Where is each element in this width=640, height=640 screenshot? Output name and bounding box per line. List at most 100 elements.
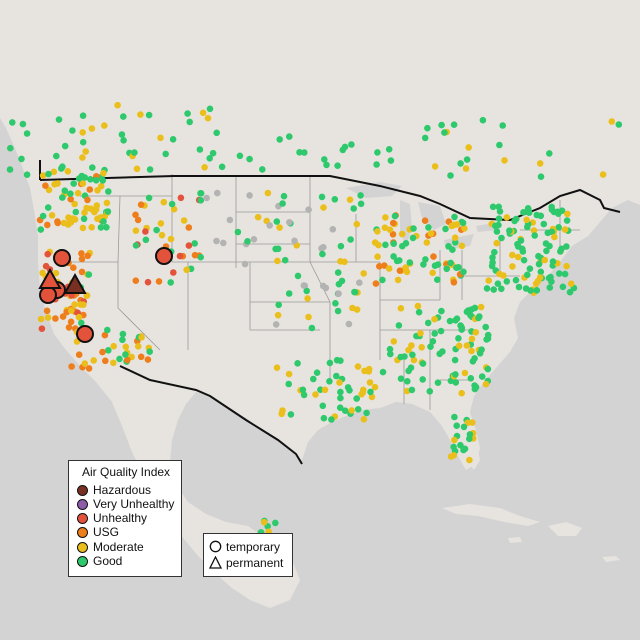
monitor-site[interactable] bbox=[145, 194, 153, 202]
monitor-site[interactable] bbox=[564, 210, 571, 218]
monitor-site[interactable] bbox=[465, 144, 473, 151]
monitor-site[interactable] bbox=[104, 208, 112, 215]
monitor-site[interactable] bbox=[408, 342, 415, 349]
monitor-site[interactable] bbox=[59, 194, 66, 201]
monitor-site[interactable] bbox=[391, 212, 399, 220]
monitor-site[interactable] bbox=[322, 284, 330, 292]
monitor-site[interactable] bbox=[489, 254, 496, 261]
monitor-site[interactable] bbox=[39, 172, 47, 179]
monitor-site[interactable] bbox=[84, 252, 91, 260]
monitor-site[interactable] bbox=[452, 379, 460, 386]
monitor-site[interactable] bbox=[99, 348, 106, 356]
monitor-site[interactable] bbox=[506, 227, 513, 234]
monitor-site[interactable] bbox=[319, 402, 327, 410]
monitor-site[interactable] bbox=[471, 355, 478, 362]
monitor-site[interactable] bbox=[396, 267, 404, 275]
monitor-site[interactable] bbox=[484, 365, 492, 373]
monitor-site[interactable] bbox=[122, 351, 129, 358]
monitor-site[interactable] bbox=[544, 229, 552, 237]
monitor-site[interactable] bbox=[453, 264, 460, 272]
monitor-site[interactable] bbox=[543, 247, 550, 255]
monitor-site[interactable] bbox=[447, 259, 455, 267]
monitor-site[interactable] bbox=[133, 165, 141, 173]
monitor-site[interactable] bbox=[461, 225, 468, 232]
monitor-site[interactable] bbox=[335, 280, 343, 288]
monitor-site[interactable] bbox=[273, 218, 281, 225]
monitor-site[interactable] bbox=[419, 376, 427, 383]
monitor-site[interactable] bbox=[71, 301, 78, 308]
monitor-site[interactable] bbox=[458, 242, 466, 250]
monitor-site[interactable] bbox=[385, 146, 393, 153]
monitor-site[interactable] bbox=[183, 266, 190, 274]
monitor-site[interactable] bbox=[167, 279, 174, 286]
monitor-site[interactable] bbox=[273, 364, 281, 372]
monitor-site[interactable] bbox=[357, 200, 365, 208]
monitor-site[interactable] bbox=[44, 221, 51, 229]
monitor-site[interactable] bbox=[214, 189, 221, 197]
monitor-site[interactable] bbox=[168, 200, 176, 208]
monitor-site[interactable] bbox=[379, 368, 387, 376]
monitor-site[interactable] bbox=[386, 226, 394, 233]
monitor-site[interactable] bbox=[434, 261, 442, 268]
monitor-site[interactable] bbox=[546, 150, 553, 157]
monitor-site[interactable] bbox=[85, 365, 93, 372]
permanent-monitor-marker[interactable] bbox=[63, 272, 87, 294]
monitor-site[interactable] bbox=[132, 211, 139, 219]
monitor-site[interactable] bbox=[79, 154, 86, 161]
monitor-site[interactable] bbox=[468, 347, 475, 355]
monitor-site[interactable] bbox=[103, 199, 111, 207]
monitor-site[interactable] bbox=[427, 230, 435, 237]
monitor-site[interactable] bbox=[363, 409, 370, 417]
monitor-site[interactable] bbox=[294, 272, 302, 280]
monitor-site[interactable] bbox=[548, 278, 555, 285]
monitor-site[interactable] bbox=[88, 125, 96, 132]
monitor-site[interactable] bbox=[201, 164, 208, 171]
monitor-site[interactable] bbox=[317, 386, 324, 394]
monitor-site[interactable] bbox=[417, 330, 424, 337]
monitor-site[interactable] bbox=[426, 388, 434, 395]
monitor-site[interactable] bbox=[134, 216, 142, 224]
monitor-site[interactable] bbox=[524, 223, 531, 231]
monitor-site[interactable] bbox=[551, 233, 558, 241]
monitor-site[interactable] bbox=[118, 131, 126, 138]
monitor-site[interactable] bbox=[279, 407, 286, 414]
monitor-site[interactable] bbox=[475, 314, 482, 322]
monitor-site[interactable] bbox=[520, 209, 527, 216]
monitor-site[interactable] bbox=[105, 347, 112, 354]
monitor-site[interactable] bbox=[419, 360, 427, 367]
monitor-site[interactable] bbox=[333, 372, 340, 380]
monitor-site[interactable] bbox=[414, 302, 422, 310]
monitor-site[interactable] bbox=[422, 256, 429, 263]
monitor-site[interactable] bbox=[83, 292, 91, 300]
monitor-site[interactable] bbox=[490, 286, 498, 293]
monitor-site[interactable] bbox=[287, 411, 295, 418]
permanent-monitor-marker[interactable] bbox=[38, 267, 62, 289]
monitor-site[interactable] bbox=[478, 373, 486, 380]
temporary-monitor-marker[interactable] bbox=[155, 247, 173, 265]
monitor-site[interactable] bbox=[331, 196, 339, 203]
monitor-site[interactable] bbox=[354, 363, 362, 370]
monitor-site[interactable] bbox=[541, 256, 549, 264]
monitor-site[interactable] bbox=[272, 519, 279, 527]
monitor-site[interactable] bbox=[170, 269, 177, 276]
monitor-site[interactable] bbox=[100, 169, 107, 177]
monitor-site[interactable] bbox=[424, 124, 431, 132]
monitor-site[interactable] bbox=[61, 142, 69, 150]
monitor-site[interactable] bbox=[100, 218, 107, 225]
monitor-site[interactable] bbox=[137, 201, 145, 208]
monitor-site[interactable] bbox=[421, 217, 429, 224]
monitor-site[interactable] bbox=[476, 350, 484, 357]
monitor-site[interactable] bbox=[157, 134, 164, 142]
monitor-site[interactable] bbox=[203, 194, 210, 202]
monitor-site[interactable] bbox=[218, 163, 226, 171]
monitor-site[interactable] bbox=[466, 456, 473, 464]
monitor-site[interactable] bbox=[285, 380, 293, 388]
monitor-site[interactable] bbox=[120, 137, 127, 144]
monitor-site[interactable] bbox=[196, 146, 204, 153]
monitor-site[interactable] bbox=[455, 342, 463, 350]
monitor-site[interactable] bbox=[482, 380, 490, 388]
monitor-site[interactable] bbox=[254, 213, 262, 221]
monitor-site[interactable] bbox=[191, 240, 198, 247]
monitor-site[interactable] bbox=[285, 290, 293, 297]
monitor-site[interactable] bbox=[503, 278, 511, 285]
